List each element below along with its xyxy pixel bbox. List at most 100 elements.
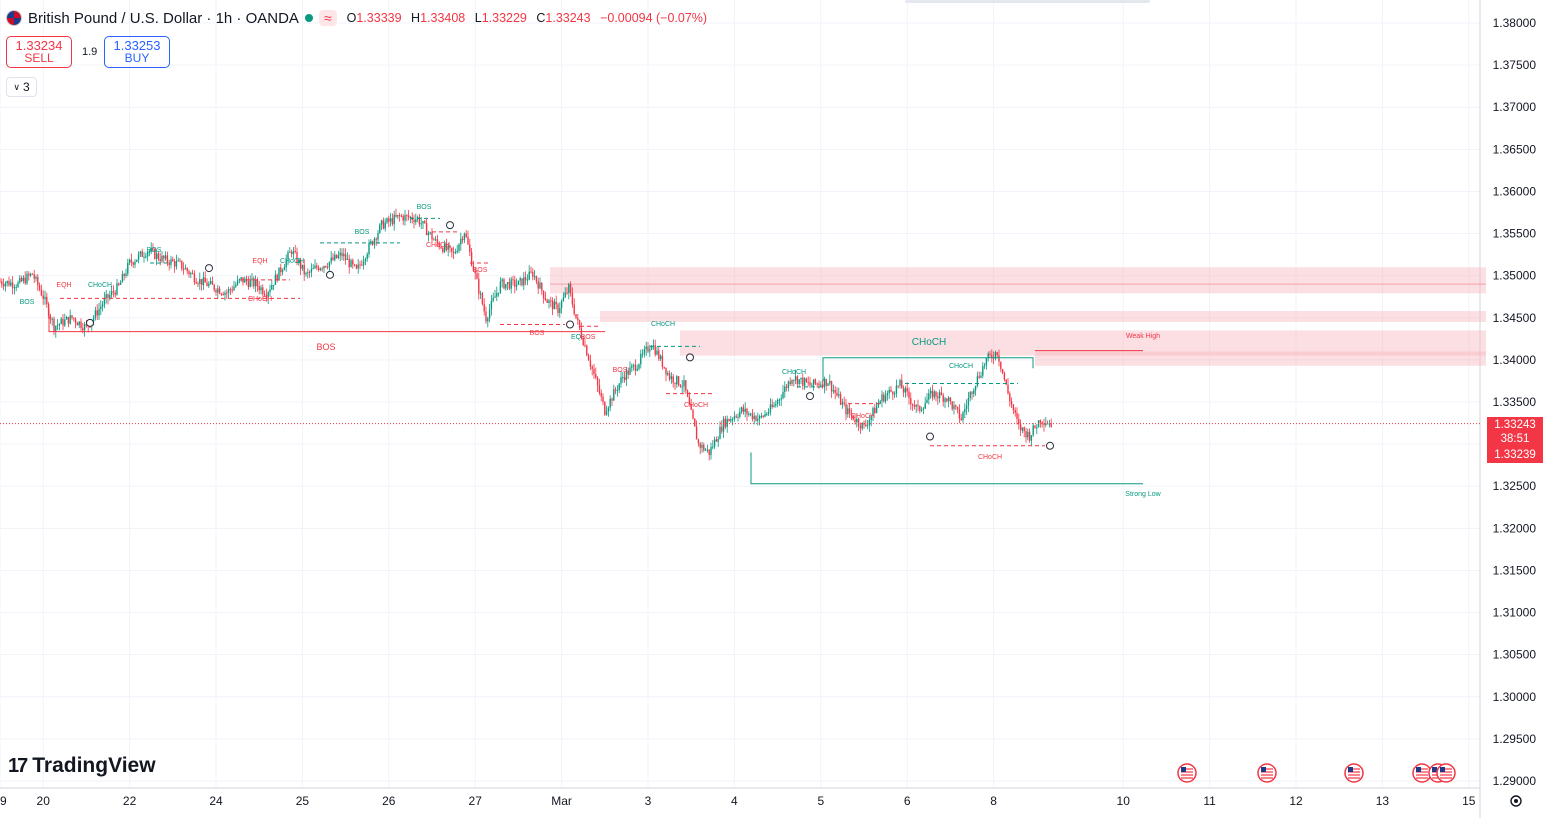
candle: [404, 209, 406, 226]
candle: [2, 278, 5, 291]
candle: [130, 253, 133, 267]
candle: [71, 314, 73, 320]
candle: [832, 384, 835, 394]
candle: [980, 371, 982, 379]
candle: [897, 385, 899, 389]
candle: [334, 251, 336, 262]
candle: [398, 212, 401, 222]
supply-zone: [600, 311, 1486, 322]
y-tick-label: 1.36500: [1493, 142, 1537, 156]
candle: [20, 275, 23, 283]
candle: [202, 271, 205, 290]
x-tick-label: 4: [731, 794, 738, 808]
top-drag-bar[interactable]: [905, 0, 1150, 3]
x-tick-label: 27: [469, 794, 483, 808]
candle: [949, 396, 952, 405]
candle: [994, 350, 997, 361]
candle: [616, 385, 619, 397]
candle: [447, 242, 449, 257]
indicators-toggle[interactable]: ∨ 3: [6, 77, 37, 97]
x-tick-label: 6: [904, 794, 911, 808]
candle: [548, 298, 550, 309]
candle: [703, 442, 705, 453]
economic-events[interactable]: [1177, 763, 1456, 783]
x-tick-label: 13: [1376, 794, 1390, 808]
candle: [901, 374, 903, 389]
candle: [443, 240, 446, 254]
candle: [863, 420, 865, 429]
candle: [191, 269, 194, 275]
choch-major-label: CHoCH: [912, 337, 946, 348]
candle: [0, 277, 1, 283]
candle: [778, 398, 781, 406]
candle: [74, 317, 77, 329]
candle: [730, 415, 732, 423]
candle: [546, 298, 548, 304]
bar-countdown: 38:51: [1500, 433, 1530, 445]
candle: [281, 268, 284, 276]
candle: [816, 382, 818, 388]
candle: [836, 387, 838, 397]
supply-zone: [680, 330, 1486, 356]
sell-button[interactable]: 1.33234 SELL: [6, 36, 72, 68]
swing-point-marker: [566, 320, 574, 329]
candle: [213, 283, 215, 293]
y-tick-label: 1.34000: [1493, 353, 1537, 367]
candle: [296, 247, 298, 266]
candle: [852, 415, 854, 421]
candle: [926, 393, 928, 404]
candle: [674, 382, 676, 391]
candle: [127, 258, 129, 277]
candle: [539, 277, 541, 289]
candle: [487, 316, 489, 328]
supply-zone: [550, 267, 1486, 294]
candle: [514, 275, 516, 294]
candle: [614, 386, 617, 395]
candle: [965, 399, 968, 416]
candle: [395, 208, 397, 218]
candle: [656, 346, 658, 356]
candle: [222, 291, 224, 296]
candle: [872, 406, 874, 422]
candle: [960, 413, 962, 422]
candle: [854, 413, 856, 425]
candle: [658, 346, 660, 362]
y-tick-label: 1.30000: [1493, 690, 1537, 704]
candle: [292, 247, 295, 260]
candle: [172, 256, 174, 262]
candle: [818, 380, 820, 389]
sell-price: 1.33234: [15, 38, 63, 53]
candle: [425, 217, 428, 236]
candle: [346, 252, 349, 260]
candle: [272, 284, 275, 291]
candle: [728, 418, 730, 422]
candle: [910, 392, 912, 410]
candle: [809, 377, 811, 389]
candle: [627, 367, 629, 379]
candle: [107, 293, 109, 305]
candle: [708, 449, 710, 461]
candle: [784, 381, 786, 398]
candle: [865, 419, 867, 428]
settings-gear-icon[interactable]: [1510, 795, 1522, 807]
tradingview-logo[interactable]: 17 TradingView: [8, 754, 156, 778]
candle: [289, 247, 291, 253]
candle: [631, 363, 633, 372]
candle: [775, 400, 777, 408]
candle: [1032, 422, 1034, 437]
current-price-tag: 1.33243 38:51: [1487, 417, 1543, 448]
bos-major-label: BOS: [316, 342, 335, 352]
candle: [964, 403, 966, 419]
candle: [620, 370, 622, 388]
x-tick-label: 24: [209, 794, 223, 808]
x-tick-label: 19: [0, 794, 7, 808]
wave-icon[interactable]: ≈: [318, 10, 337, 26]
candle: [240, 276, 242, 282]
candle: [154, 247, 156, 260]
buy-button[interactable]: 1.33253 BUY: [104, 36, 170, 68]
candle: [715, 436, 718, 442]
candle: [911, 403, 914, 411]
tradingview-mark-icon: 17: [8, 754, 28, 777]
symbol-title[interactable]: British Pound / U.S. Dollar · 1h · OANDA: [28, 9, 299, 27]
